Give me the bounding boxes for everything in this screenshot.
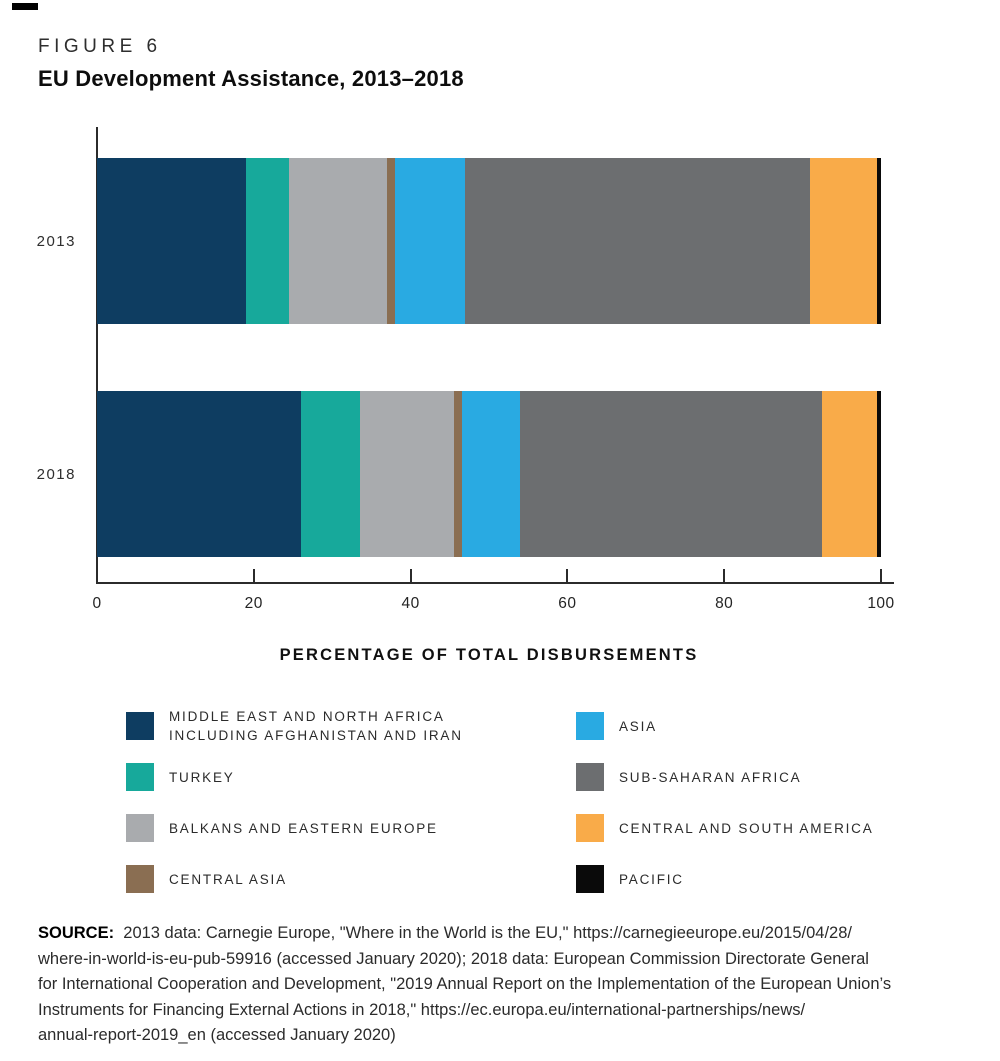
legend-column-1: MIDDLE EAST AND NORTH AFRICA INCLUDING AF… bbox=[126, 709, 463, 916]
bar-segment-2018-2 bbox=[300, 391, 360, 557]
legend-column-2: ASIA SUB-SAHARAN AFRICA CENTRAL AND SOUTH … bbox=[576, 712, 874, 916]
source-line: Instruments for Financing External Actio… bbox=[38, 1000, 806, 1019]
x-tick-label-40: 40 bbox=[401, 595, 420, 612]
bar-segment-2018-5 bbox=[461, 391, 521, 557]
bar-segment-2018-3 bbox=[359, 391, 454, 557]
corner-mark bbox=[12, 3, 38, 10]
x-tick-label-20: 20 bbox=[244, 595, 263, 612]
legend-swatch bbox=[576, 814, 604, 842]
legend-item: SUB-SAHARAN AFRICA bbox=[576, 763, 874, 791]
plot-area: 0 20 40 60 80 100 bbox=[92, 127, 894, 612]
bar-segment-2013-5 bbox=[394, 158, 466, 324]
legend-item: CENTRAL ASIA bbox=[126, 865, 463, 893]
bar-segment-2013-7 bbox=[810, 158, 878, 324]
legend: MIDDLE EAST AND NORTH AFRICA INCLUDING AF… bbox=[126, 709, 926, 912]
source-line: for International Cooperation and Develo… bbox=[38, 975, 892, 993]
source-line: annual-report-2019_en (accessed January … bbox=[38, 1026, 396, 1044]
x-tick-label-100: 100 bbox=[867, 595, 895, 612]
legend-label: MIDDLE EAST AND NORTH AFRICA INCLUDING AF… bbox=[169, 709, 463, 743]
bar-segment-2013-1 bbox=[97, 158, 246, 324]
legend-swatch bbox=[576, 865, 604, 893]
bar-2018 bbox=[97, 391, 881, 557]
legend-swatch bbox=[126, 814, 154, 842]
legend-label: ASIA bbox=[619, 718, 657, 734]
figure-header: FIGURE 6 EU Development Assistance, 2013… bbox=[38, 36, 464, 92]
legend-label: CENTRAL ASIA bbox=[169, 871, 287, 887]
figure-title: EU Development Assistance, 2013–2018 bbox=[38, 66, 464, 91]
legend-item: PACIFIC bbox=[576, 865, 874, 893]
legend-label: TURKEY bbox=[169, 769, 235, 785]
bar-segment-2018-1 bbox=[97, 391, 301, 557]
legend-label: BALKANS AND EASTERN EUROPE bbox=[169, 820, 438, 836]
x-tick-label-60: 60 bbox=[558, 595, 577, 612]
source-line-text: 2013 data: Carnegie Europe, "Where in th… bbox=[123, 924, 852, 942]
bar-2013 bbox=[97, 158, 881, 324]
legend-item: BALKANS AND EASTERN EUROPE bbox=[126, 814, 463, 842]
legend-swatch bbox=[576, 763, 604, 791]
legend-item: TURKEY bbox=[126, 763, 463, 791]
source-note: SOURCE: 2013 data: Carnegie Europe, "Whe… bbox=[38, 921, 988, 1049]
x-tick-60 bbox=[566, 569, 569, 582]
legend-swatch bbox=[126, 712, 154, 740]
x-tick-0 bbox=[96, 569, 98, 582]
legend-swatch bbox=[126, 763, 154, 791]
bar-segment-2013-8 bbox=[877, 158, 881, 324]
source-line: where-in-world-is-eu-pub-59916 (accessed… bbox=[38, 949, 869, 968]
x-tick-80 bbox=[723, 569, 726, 582]
legend-label: PACIFIC bbox=[619, 871, 684, 887]
legend-label: CENTRAL AND SOUTH AMERICA bbox=[619, 820, 874, 836]
x-tick-40 bbox=[409, 569, 412, 582]
source-label: SOURCE: bbox=[38, 924, 115, 942]
legend-swatch bbox=[126, 865, 154, 893]
bar-segment-2018-7 bbox=[822, 391, 878, 557]
bar-segment-2013-4 bbox=[387, 158, 395, 324]
x-tick-100 bbox=[880, 569, 882, 582]
source-line: SOURCE: 2013 data: Carnegie Europe, "Whe… bbox=[38, 921, 988, 947]
category-label-2018: 2018 bbox=[36, 466, 76, 483]
legend-swatch bbox=[576, 712, 604, 740]
bar-segment-2013-6 bbox=[465, 158, 811, 324]
legend-item: CENTRAL AND SOUTH AMERICA bbox=[576, 814, 874, 842]
x-axis-line bbox=[96, 582, 894, 584]
bar-segment-2013-3 bbox=[289, 158, 388, 324]
x-tick-20 bbox=[252, 569, 255, 582]
legend-label: SUB-SAHARAN AFRICA bbox=[619, 769, 802, 785]
x-tick-label-80: 80 bbox=[715, 595, 734, 612]
figure-kicker: FIGURE 6 bbox=[38, 36, 162, 57]
legend-item: ASIA bbox=[576, 712, 874, 740]
category-label-2013: 2013 bbox=[36, 233, 76, 250]
bar-segment-2018-8 bbox=[877, 391, 881, 557]
legend-item: MIDDLE EAST AND NORTH AFRICA INCLUDING AF… bbox=[126, 709, 463, 743]
bar-segment-2013-2 bbox=[245, 158, 290, 324]
bar-segment-2018-6 bbox=[520, 391, 823, 557]
bar-segment-2018-4 bbox=[453, 391, 462, 557]
y-axis-spine bbox=[96, 127, 98, 584]
x-axis-title: PERCENTAGE OF TOTAL DISBURSEMENTS bbox=[279, 646, 699, 664]
x-tick-label-0: 0 bbox=[92, 595, 102, 612]
